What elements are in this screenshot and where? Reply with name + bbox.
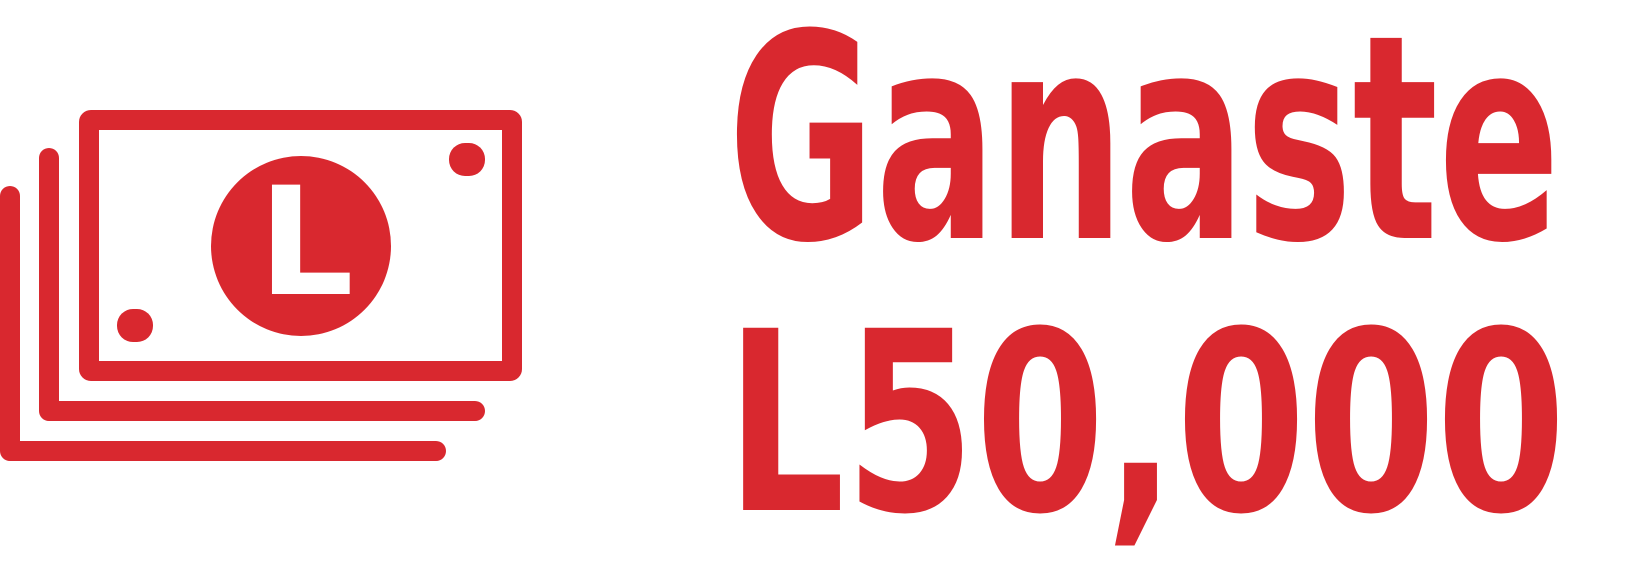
middle-bill [39,148,485,421]
coin [211,156,391,336]
coin-symbol: L [258,156,354,330]
headline: Ganaste [728,0,1560,306]
bill-dot [449,143,485,176]
back-bill [0,186,446,461]
money-icon [0,110,522,461]
bill-dot [117,309,153,342]
front-bill [79,110,522,381]
amount: L50,000 [726,278,1566,569]
